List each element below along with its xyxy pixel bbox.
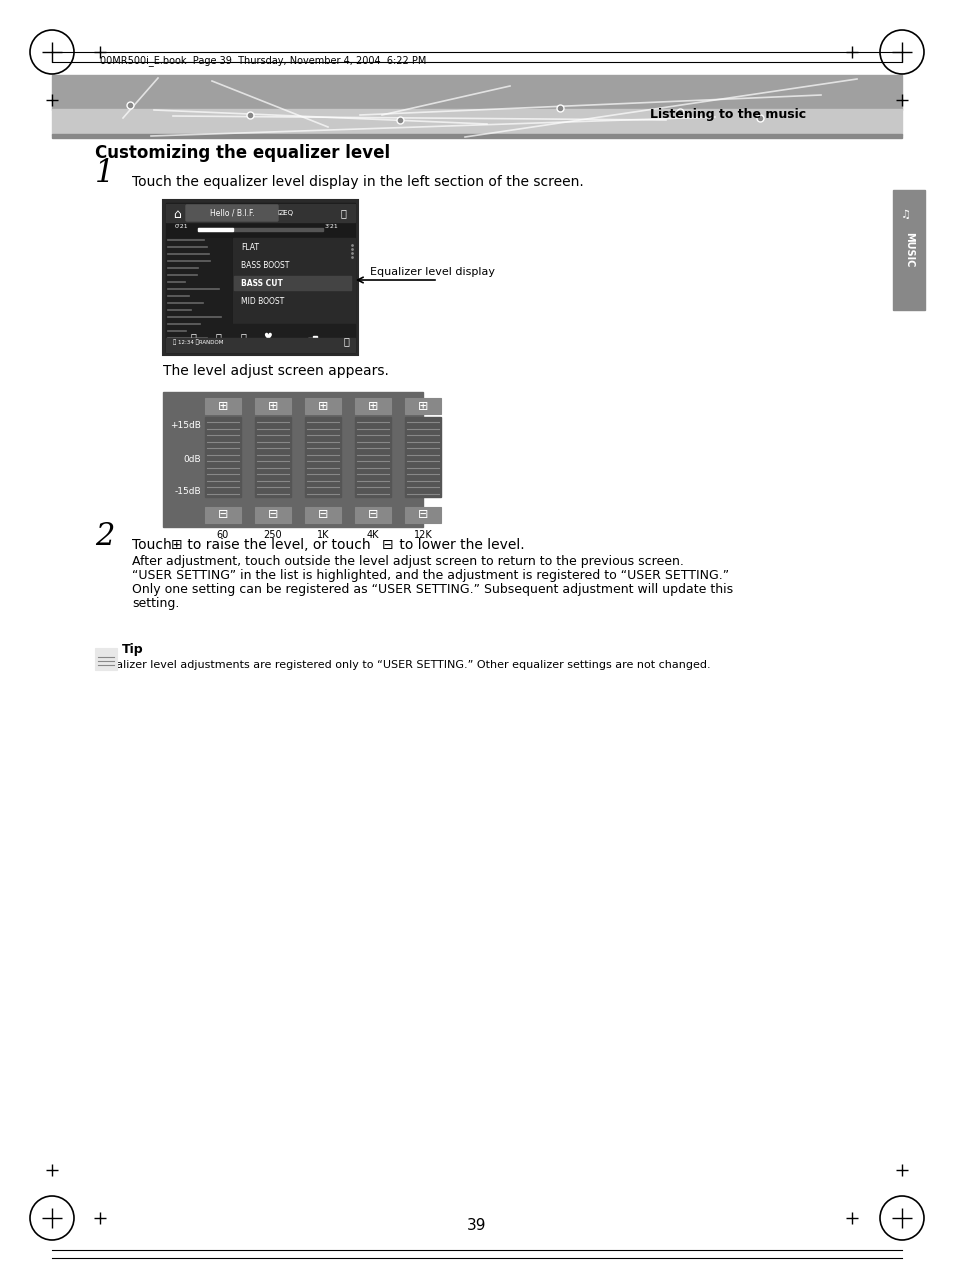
Bar	[405, 507, 440, 523]
Bar	[297, 342, 302, 347]
Bar	[233, 276, 351, 290]
Text: ⏭: ⏭	[240, 331, 246, 342]
Bar	[233, 240, 351, 254]
Bar	[52, 75, 901, 110]
Bar	[205, 398, 241, 414]
Text: ♥: ♥	[263, 331, 273, 342]
Text: The level adjust screen appears.: The level adjust screen appears.	[163, 364, 389, 378]
Bar	[198, 229, 323, 231]
Bar	[254, 398, 291, 414]
Text: BASS CUT: BASS CUT	[241, 278, 283, 287]
Text: After adjustment, touch outside the level adjust screen to return to the previou: After adjustment, touch outside the leve…	[132, 555, 683, 568]
Bar	[166, 203, 355, 352]
Text: 60: 60	[216, 530, 229, 540]
Bar	[254, 417, 291, 497]
Bar	[233, 293, 351, 309]
Text: Touch the equalizer level display in the left section of the screen.: Touch the equalizer level display in the…	[132, 175, 583, 189]
Text: 00MR500i_E.book  Page 39  Thursday, November 4, 2004  6:22 PM: 00MR500i_E.book Page 39 Thursday, Novemb…	[100, 55, 426, 66]
Text: Only one setting can be registered as “USER SETTING.” Subsequent adjustment will: Only one setting can be registered as “U…	[132, 583, 732, 596]
Text: MUSIC: MUSIC	[903, 232, 913, 268]
Text: ⊟: ⊟	[268, 508, 278, 521]
Text: ⊟: ⊟	[367, 508, 377, 521]
Text: ⊞: ⊞	[171, 538, 182, 552]
Bar	[205, 417, 241, 497]
Bar	[233, 237, 355, 352]
Bar	[305, 417, 340, 497]
Text: +15dB: +15dB	[170, 422, 201, 431]
Text: 0'21: 0'21	[174, 224, 189, 229]
Bar	[293, 344, 296, 347]
Text: Equalizer level display: Equalizer level display	[370, 267, 495, 277]
Text: 4K: 4K	[366, 530, 379, 540]
Bar	[355, 507, 391, 523]
Text: 0dB: 0dB	[183, 456, 201, 465]
Bar	[166, 237, 231, 352]
Text: FLAT: FLAT	[241, 243, 258, 251]
Bar	[163, 392, 422, 527]
Text: -15dB: -15dB	[174, 488, 201, 497]
Text: to lower the level.: to lower the level.	[395, 538, 524, 552]
Bar	[305, 398, 340, 414]
Bar	[405, 417, 440, 497]
Text: ⌂: ⌂	[172, 207, 181, 221]
Bar	[166, 324, 355, 352]
Text: 🔧: 🔧	[343, 337, 349, 345]
Text: MID BOOST: MID BOOST	[241, 296, 284, 306]
Bar	[233, 258, 351, 272]
Text: ⊞: ⊞	[367, 400, 377, 413]
Bar	[52, 135, 901, 138]
Text: to raise the level, or touch: to raise the level, or touch	[183, 538, 375, 552]
Text: ⊞: ⊞	[317, 400, 328, 413]
Text: ⊟: ⊟	[217, 508, 228, 521]
Bar	[355, 398, 391, 414]
Text: setting.: setting.	[132, 597, 179, 610]
Text: ⊞: ⊞	[417, 400, 428, 413]
Bar	[405, 398, 440, 414]
Bar	[166, 338, 355, 352]
Text: ⏸: ⏸	[190, 331, 195, 342]
Bar	[303, 340, 307, 347]
Bar	[313, 337, 316, 347]
Bar	[254, 507, 291, 523]
Bar	[308, 338, 312, 347]
Text: 🎧: 🎧	[339, 208, 346, 218]
Bar	[198, 229, 233, 231]
Text: 3'21: 3'21	[324, 224, 337, 229]
Text: ☑EQ: ☑EQ	[276, 210, 293, 216]
Text: 1: 1	[95, 157, 114, 189]
Text: ♫: ♫	[900, 210, 910, 220]
Text: ⊟: ⊟	[417, 508, 428, 521]
Bar	[166, 204, 355, 222]
Text: “USER SETTING” in the list is highlighted, and the adjustment is registered to “: “USER SETTING” in the list is highlighte…	[132, 569, 728, 582]
Text: Hello / B.I.F.: Hello / B.I.F.	[210, 208, 254, 217]
FancyBboxPatch shape	[186, 204, 277, 221]
Text: BASS BOOST: BASS BOOST	[241, 260, 289, 269]
Text: Equalizer level adjustments are registered only to “USER SETTING.” Other equaliz: Equalizer level adjustments are register…	[95, 660, 710, 671]
Text: Touch: Touch	[132, 538, 176, 552]
Text: 🔋 12:34 🔄RANDOM: 🔋 12:34 🔄RANDOM	[172, 339, 223, 345]
Bar	[355, 417, 391, 497]
Text: ⏮: ⏮	[214, 331, 221, 342]
Text: ⊟: ⊟	[381, 538, 394, 552]
Text: ⊞: ⊞	[268, 400, 278, 413]
Text: 2: 2	[95, 521, 114, 552]
Bar	[95, 648, 117, 671]
Bar	[205, 507, 241, 523]
Bar	[163, 199, 357, 356]
Bar	[305, 507, 340, 523]
Text: Customizing the equalizer level: Customizing the equalizer level	[95, 144, 390, 163]
Text: 39: 39	[467, 1218, 486, 1233]
Text: 1K: 1K	[316, 530, 329, 540]
Text: ⊞: ⊞	[217, 400, 228, 413]
Text: 250: 250	[263, 530, 282, 540]
Bar	[892, 190, 924, 310]
Text: ⊟: ⊟	[317, 508, 328, 521]
Text: 12K: 12K	[414, 530, 432, 540]
Text: Tip: Tip	[122, 643, 144, 657]
Text: Listening to the music: Listening to the music	[649, 108, 805, 121]
Bar	[52, 109, 901, 135]
